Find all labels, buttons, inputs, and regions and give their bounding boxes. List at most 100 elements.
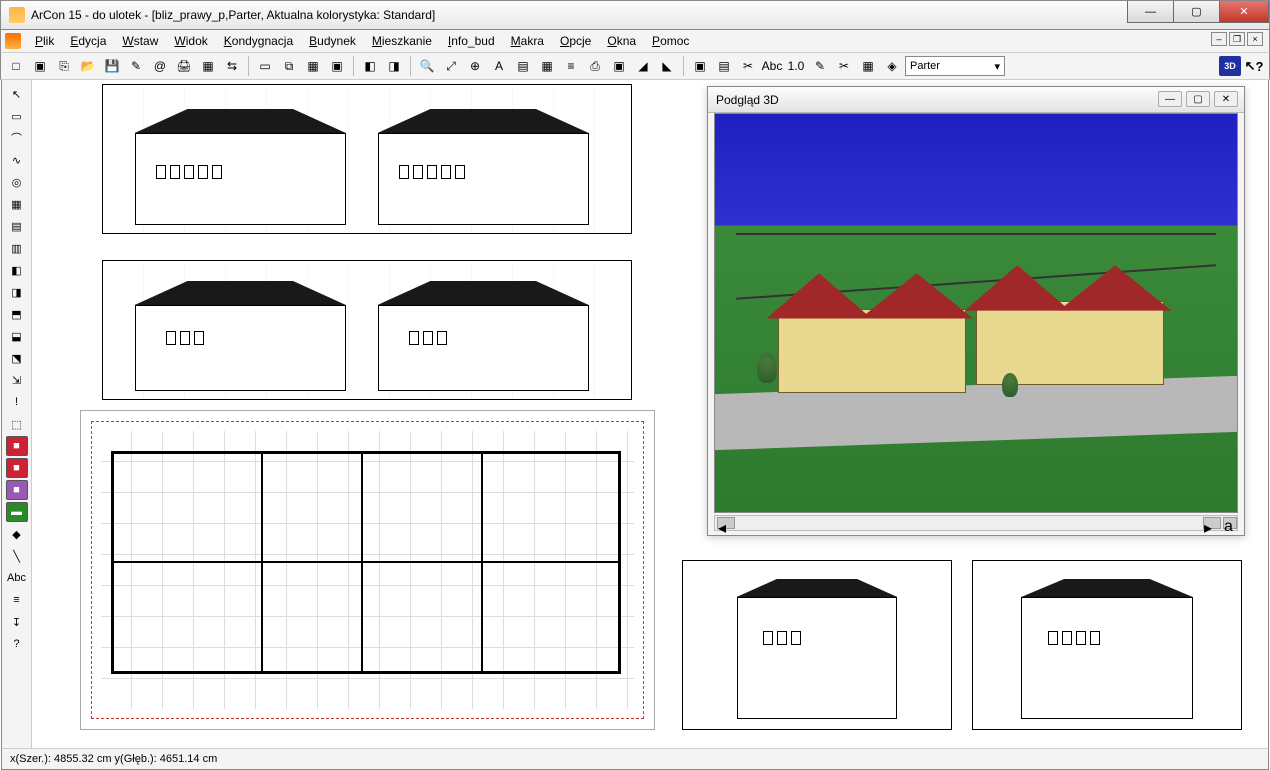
toolbar-button[interactable]: ▭ [254,55,276,77]
toolbar-button[interactable]: ▣ [326,55,348,77]
view-3d-button[interactable]: 3D [1219,56,1241,76]
context-help-button[interactable]: ↖? [1243,55,1265,77]
toolbar-button[interactable]: ▣ [689,55,711,77]
toolbar-button[interactable]: 📂 [77,55,99,77]
toolbar-button[interactable]: A [488,55,510,77]
preview-minimize-button[interactable]: — [1158,91,1182,107]
floor-combo[interactable]: Parter ▾ [905,56,1005,76]
menu-mieszkanie[interactable]: Mieszkanie [364,32,440,50]
toolbar-button[interactable]: ▦ [197,55,219,77]
scrollbar-left-button[interactable]: ◂ [717,517,735,529]
left-tool-button[interactable]: ? [6,634,28,654]
menu-opcje[interactable]: Opcje [552,32,599,50]
left-tool-button[interactable]: ▭ [6,106,28,126]
preview-3d-viewport[interactable] [714,113,1238,513]
toolbar-button[interactable]: ✂ [833,55,855,77]
left-tool-button[interactable]: ∿ [6,150,28,170]
preview-maximize-button[interactable]: ▢ [1186,91,1210,107]
preview-h-scrollbar[interactable]: ◂ ▸ a [714,515,1238,531]
menu-widok[interactable]: Widok [166,32,215,50]
left-tool-button[interactable]: ↖ [6,84,28,104]
scrollbar-right-button[interactable]: ▸ [1203,517,1221,529]
toolbar-button[interactable]: 🖨 [173,55,195,77]
menu-makra[interactable]: Makra [503,32,552,50]
drawing-canvas[interactable]: Podgląd 3D — ▢ ✕ [32,80,1268,748]
toolbar-button[interactable]: ◢ [632,55,654,77]
toolbar-button[interactable]: ▣ [608,55,630,77]
toolbar-button[interactable]: ◧ [359,55,381,77]
toolbar-button[interactable]: ⎙ [584,55,606,77]
mdi-minimize-button[interactable]: – [1211,32,1227,46]
toolbar-button[interactable]: 1.0 [785,55,807,77]
menu-kondygnacja[interactable]: Kondygnacja [216,32,301,50]
left-tool-button[interactable]: ▤ [6,216,28,236]
left-tool-button[interactable]: Abc [6,568,28,588]
left-tool-button[interactable]: ▬ [6,502,28,522]
toolbar-button[interactable]: ◣ [656,55,678,77]
left-tool-button[interactable]: ▥ [6,238,28,258]
toolbar-button[interactable]: ▣ [29,55,51,77]
preview-close-button[interactable]: ✕ [1214,91,1238,107]
left-tool-button[interactable]: ◆ [6,524,28,544]
toolbar-button[interactable]: 💾 [101,55,123,77]
left-tool-button[interactable]: ⬓ [6,326,28,346]
left-tool-button[interactable]: ⬔ [6,348,28,368]
left-toolbar: ↖▭⌒∿◎▦▤▥◧◨⬒⬓⬔⇲!⬚■■■▬◆╲Abc≡↧? [2,80,32,748]
left-tool-button[interactable]: ≡ [6,590,28,610]
toolbar-separator [248,56,249,76]
section-2 [972,560,1242,730]
toolbar-button[interactable]: ◈ [881,55,903,77]
toolbar-button[interactable]: ◨ [383,55,405,77]
toolbar-button[interactable]: ≡ [560,55,582,77]
menu-edycja[interactable]: Edycja [62,32,114,50]
maximize-button[interactable]: ▢ [1173,1,1219,23]
left-tool-button[interactable]: ■ [6,480,28,500]
toolbar-button[interactable]: @ [149,55,171,77]
toolbar-button[interactable]: ⤢ [440,55,462,77]
scrollbar-toggle[interactable]: a [1223,517,1237,529]
menu-plik[interactable]: Plik [27,32,62,50]
left-tool-button[interactable]: ◨ [6,282,28,302]
menu-budynek[interactable]: Budynek [301,32,364,50]
toolbar-button[interactable]: ▦ [536,55,558,77]
left-tool-button[interactable]: ◎ [6,172,28,192]
left-tool-button[interactable]: ⬚ [6,414,28,434]
toolbar-button[interactable]: ✎ [809,55,831,77]
menu-pomoc[interactable]: Pomoc [644,32,697,50]
menu-okna[interactable]: Okna [599,32,644,50]
preview-3d-titlebar[interactable]: Podgląd 3D — ▢ ✕ [708,87,1244,113]
left-tool-button[interactable]: ■ [6,458,28,478]
toolbar-button[interactable]: 🔍 [416,55,438,77]
left-tool-button[interactable]: ■ [6,436,28,456]
toolbar-button[interactable]: ▦ [857,55,879,77]
left-tool-button[interactable]: ╲ [6,546,28,566]
toolbar-button[interactable]: ⊕ [464,55,486,77]
toolbar-button[interactable]: ⎘ [53,55,75,77]
toolbar-button[interactable]: ▦ [302,55,324,77]
toolbar-button[interactable]: ⇆ [221,55,243,77]
toolbar-button[interactable]: ▤ [713,55,735,77]
minimize-button[interactable]: — [1127,1,1173,23]
left-tool-button[interactable]: ▦ [6,194,28,214]
menu-info_bud[interactable]: Info_bud [440,32,503,50]
left-tool-button[interactable]: ⌒ [6,128,28,148]
left-tool-button[interactable]: ↧ [6,612,28,632]
left-tool-button[interactable]: ! [6,392,28,412]
toolbar-button[interactable]: Abc [761,55,783,77]
toolbar-button[interactable]: ▤ [512,55,534,77]
toolbar-button[interactable]: ✎ [125,55,147,77]
menu-wstaw[interactable]: Wstaw [114,32,166,50]
toolbar-button[interactable]: ⧉ [278,55,300,77]
app-logo-icon [5,33,21,49]
left-tool-button[interactable]: ⬒ [6,304,28,324]
toolbar-button[interactable]: ✂ [737,55,759,77]
close-button[interactable]: ✕ [1219,1,1269,23]
left-tool-button[interactable]: ◧ [6,260,28,280]
mdi-restore-button[interactable]: ❐ [1229,32,1245,46]
preview-3d-window[interactable]: Podgląd 3D — ▢ ✕ [707,86,1245,536]
mdi-close-button[interactable]: × [1247,32,1263,46]
toolbar-button[interactable]: □ [5,55,27,77]
left-tool-button[interactable]: ⇲ [6,370,28,390]
window-title: ArCon 15 - do ulotek - [bliz_prawy_p,Par… [31,8,435,22]
toolbar-separator [683,56,684,76]
